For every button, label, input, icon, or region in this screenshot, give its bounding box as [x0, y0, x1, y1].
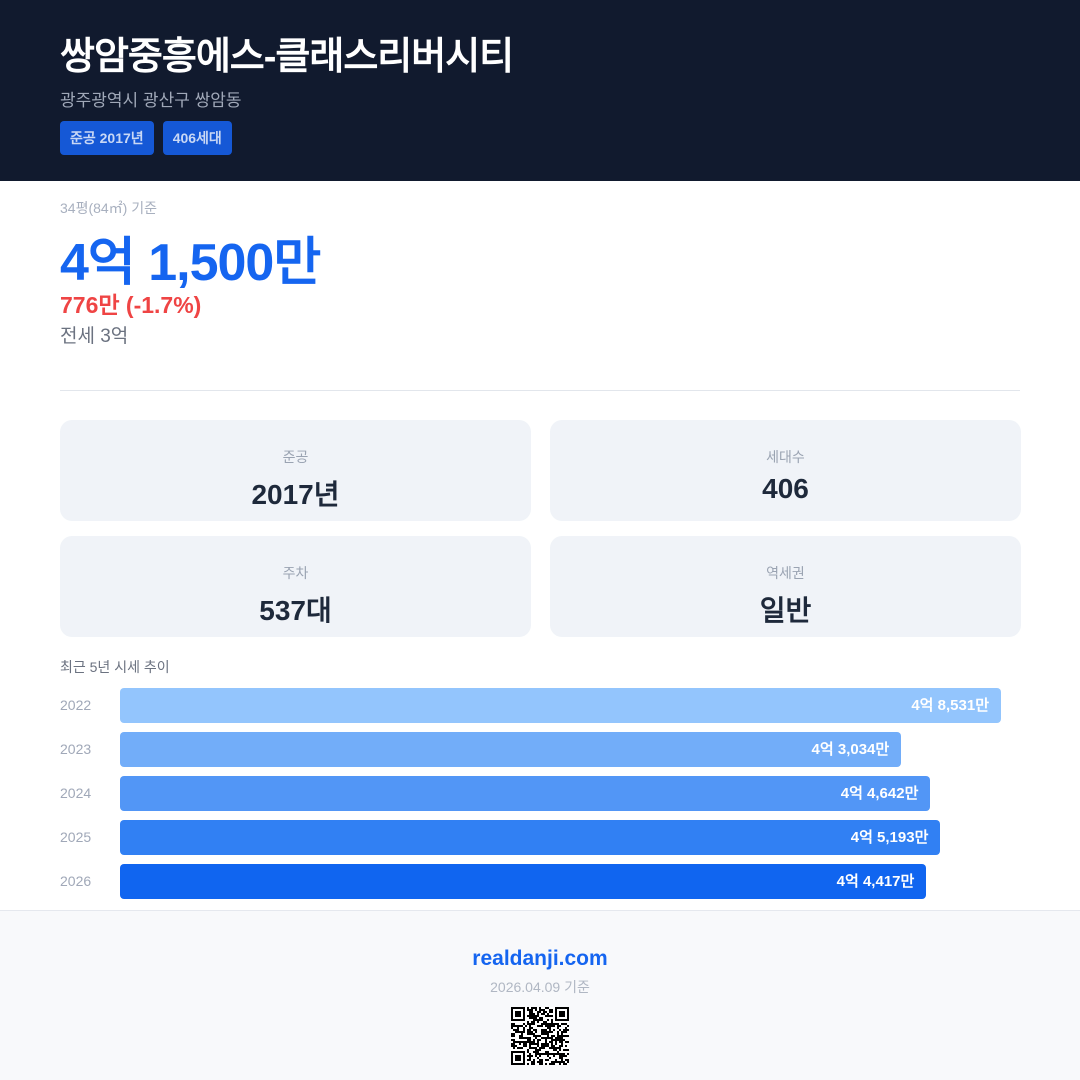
bar-value-label: 4억 3,034만 — [811, 741, 890, 758]
chart-row: 2024 4억 4,642만 — [60, 776, 1020, 811]
data-date: 2026.04.09 기준 — [490, 979, 590, 995]
card-parking: 주차 537대 — [60, 536, 531, 637]
price-basis: 34평(84㎡) 기준 — [60, 200, 157, 216]
chart-bar: 4억 4,642만 — [120, 776, 931, 811]
card-value: 406 — [762, 473, 809, 504]
tag-built-year: 준공 2017년 — [60, 121, 154, 155]
year-label: 2023 — [60, 741, 92, 757]
card-value: 일반 — [759, 595, 812, 626]
card-label: 주차 — [282, 565, 309, 581]
chart-bar: 4억 5,193만 — [120, 820, 941, 855]
price-value: 4억 1,500만 — [60, 234, 321, 292]
chart-row: 2026 4억 4,417만 — [60, 864, 1020, 899]
year-label: 2026 — [60, 873, 92, 889]
trend-title: 최근 5년 시세 추이 — [60, 659, 170, 675]
card-value: 2017년 — [251, 479, 340, 510]
jeonse-price: 전세 3억 — [60, 326, 129, 347]
bar-value-label: 4억 5,193만 — [850, 829, 929, 846]
chart-row: 2023 4억 3,034만 — [60, 732, 1020, 767]
chart-row: 2025 4억 5,193만 — [60, 820, 1020, 855]
page-title: 쌍암중흥에스-클래스리버시티 — [60, 36, 514, 78]
bar-value-label: 4억 4,417만 — [836, 873, 915, 890]
card-households: 세대수 406 — [550, 420, 1021, 521]
year-label: 2022 — [60, 697, 92, 713]
bar-value-label: 4억 8,531만 — [911, 697, 989, 714]
footer: realdanji.com 2026.04.09 기준 — [0, 910, 1080, 1080]
chart-bar: 4억 4,417만 — [120, 864, 927, 899]
price-change: 776만 (-1.7%) — [60, 292, 202, 318]
card-label: 준공 — [282, 449, 309, 465]
qr-code-icon — [511, 1007, 569, 1065]
site-link[interactable]: realdanji.com — [472, 947, 608, 970]
year-label: 2024 — [60, 785, 92, 801]
card-value: 537대 — [259, 595, 332, 626]
card-label: 세대수 — [766, 449, 805, 465]
divider — [60, 390, 1020, 391]
tag-households: 406세대 — [162, 121, 232, 155]
address: 광주광역시 광산구 쌍암동 — [60, 91, 242, 110]
card-station: 역세권 일반 — [550, 536, 1021, 637]
header: 쌍암중흥에스-클래스리버시티 광주광역시 광산구 쌍암동 준공 2017년 40… — [0, 0, 1080, 181]
card-built: 준공 2017년 — [60, 420, 531, 521]
chart-bar: 4억 3,034만 — [120, 732, 902, 767]
chart-row: 2022 4억 8,531만 — [60, 688, 1020, 723]
bar-value-label: 4억 4,642만 — [840, 785, 919, 802]
chart-bar: 4억 8,531만 — [120, 688, 1001, 723]
card-label: 역세권 — [766, 565, 805, 581]
year-label: 2025 — [60, 829, 92, 845]
